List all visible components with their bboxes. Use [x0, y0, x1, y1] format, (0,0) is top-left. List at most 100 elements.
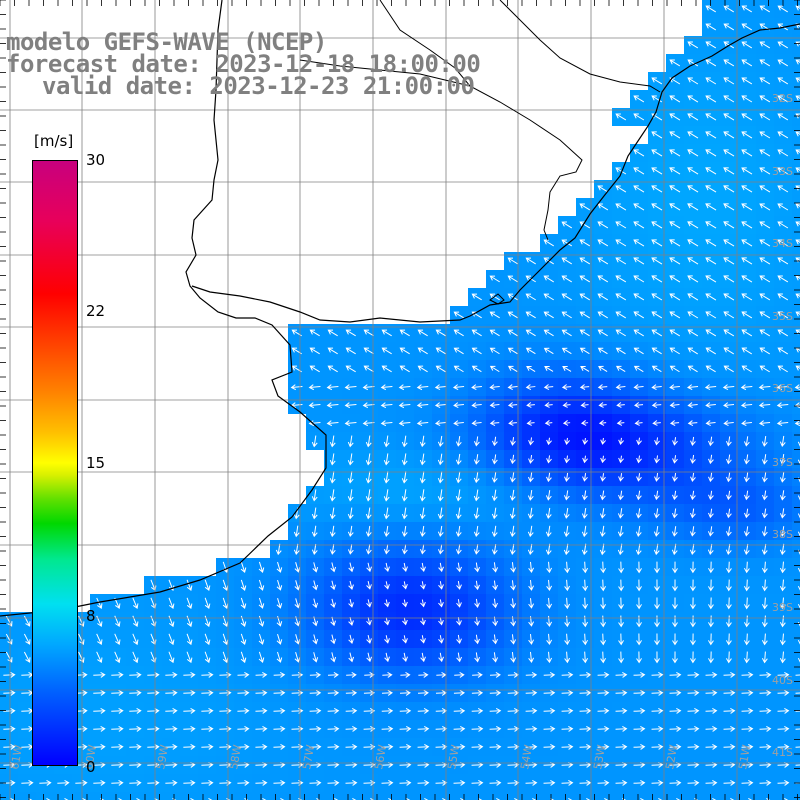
wind-arrow [418, 672, 429, 678]
wind-arrow [147, 689, 160, 696]
wind-arrow [741, 239, 753, 247]
wind-arrow [258, 579, 265, 591]
wind-arrow [240, 597, 247, 609]
wind-arrow [329, 525, 336, 538]
wind-arrow [669, 384, 680, 391]
wind-arrow [186, 633, 193, 646]
wind-arrow [705, 671, 718, 678]
wind-arrow [294, 580, 301, 591]
wind-arrow [330, 598, 336, 609]
wind-arrow [654, 473, 660, 482]
wind-arrow [741, 329, 753, 337]
wind-arrow [618, 615, 624, 628]
wind-arrow [471, 347, 482, 355]
wind-arrow [327, 672, 339, 678]
wind-arrow [777, 95, 789, 103]
wind-arrow [636, 633, 642, 646]
wind-arrow [615, 725, 628, 732]
wind-arrow [705, 221, 717, 229]
wind-arrow [779, 651, 786, 664]
wind-arrow [580, 402, 589, 408]
wind-arrow [564, 472, 570, 482]
wind-arrow [687, 420, 698, 426]
wind-arrow [309, 365, 320, 373]
wind-arrow [579, 707, 592, 714]
wind-arrow [687, 293, 699, 301]
wind-arrow [797, 495, 800, 501]
latitude-label: 41S [772, 746, 793, 759]
wind-arrow [543, 293, 554, 301]
wind-arrow [453, 402, 464, 409]
speed-cell [306, 792, 324, 800]
wind-arrow [615, 384, 626, 390]
wind-arrow [723, 689, 736, 696]
wind-arrow [363, 347, 374, 355]
wind-arrow [563, 525, 570, 538]
wind-arrow [582, 651, 589, 664]
wind-arrow [705, 113, 717, 121]
wind-arrow [759, 365, 770, 373]
wind-arrow [689, 543, 696, 556]
wind-arrow [690, 633, 696, 646]
speed-cell [486, 792, 504, 800]
wind-arrow [222, 579, 229, 592]
wind-arrow [526, 365, 536, 372]
wind-arrow [492, 598, 498, 609]
wind-arrow [777, 671, 790, 678]
wind-arrow [615, 689, 628, 696]
wind-arrow [741, 365, 752, 373]
wind-arrow [473, 525, 480, 538]
wind-arrow [437, 453, 444, 466]
wind-arrow [705, 347, 717, 355]
wind-arrow [273, 725, 286, 732]
wind-arrow [779, 597, 786, 610]
wind-arrow [687, 185, 699, 193]
wind-arrow [651, 743, 664, 750]
wind-arrow [636, 615, 642, 628]
wind-arrow [797, 639, 800, 645]
wind-arrow [759, 185, 771, 193]
wind-arrow [456, 562, 462, 573]
wind-arrow [327, 707, 340, 714]
wind-arrow [687, 707, 700, 714]
wind-arrow [705, 743, 718, 750]
wind-arrow [111, 743, 124, 750]
wind-arrow [399, 779, 412, 786]
wind-arrow [615, 707, 628, 714]
wind-arrow [437, 544, 444, 555]
wind-arrow [741, 113, 753, 121]
wind-arrow [618, 651, 624, 664]
wind-arrow [705, 77, 717, 85]
wind-arrow [597, 671, 610, 678]
wind-arrow [290, 384, 303, 391]
wind-arrow [344, 402, 357, 409]
wind-arrow [401, 544, 408, 555]
wind-arrow [280, 797, 285, 800]
wind-arrow [489, 743, 502, 750]
wind-arrow [741, 347, 753, 355]
speed-cell [18, 792, 36, 800]
wind-arrow [93, 743, 106, 750]
wind-arrow [114, 651, 121, 664]
wind-arrow [204, 597, 211, 610]
wind-arrow [312, 634, 319, 645]
wind-arrow [473, 489, 480, 502]
wind-arrow [690, 490, 696, 501]
wind-arrow [672, 615, 678, 628]
wind-arrow [39, 779, 52, 786]
wind-arrow [651, 275, 663, 283]
wind-arrow [707, 526, 714, 537]
speed-cell [792, 54, 800, 72]
wind-arrow [741, 59, 753, 67]
wind-arrow [779, 526, 786, 537]
wind-arrow [544, 365, 554, 372]
wind-arrow [402, 635, 408, 644]
wind-arrow [795, 5, 800, 11]
speed-cell [522, 792, 540, 800]
wind-arrow [381, 365, 392, 373]
wind-arrow [795, 239, 800, 245]
wind-arrow [777, 311, 789, 319]
wind-arrow [437, 507, 444, 520]
wind-arrow [777, 131, 789, 139]
wind-arrow [579, 347, 590, 355]
